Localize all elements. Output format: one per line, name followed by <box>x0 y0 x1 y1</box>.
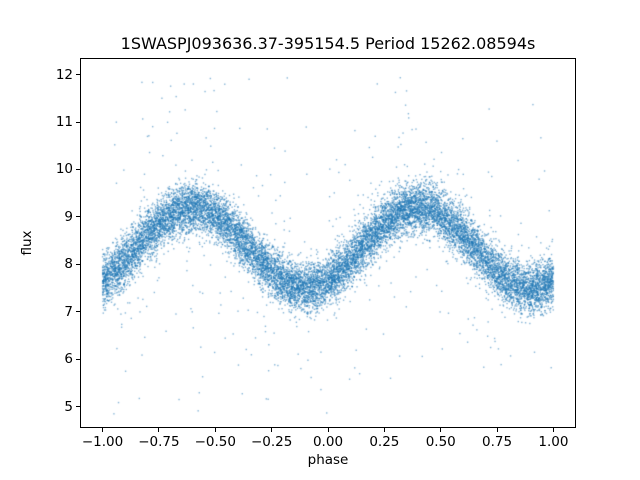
y-tick-label: 6 <box>64 351 73 368</box>
x-tick-label: 0.50 <box>425 434 456 450</box>
y-tick-mark <box>76 263 80 265</box>
x-axis-label: phase <box>307 452 349 468</box>
x-tick-label: 1.00 <box>538 434 569 450</box>
x-tick-mark <box>327 428 329 432</box>
x-tick-mark <box>440 428 442 432</box>
y-tick-label: 12 <box>55 66 73 83</box>
scatter-points-canvas <box>80 58 576 428</box>
y-tick-mark <box>76 74 80 76</box>
x-tick-label: 0.25 <box>369 434 400 450</box>
x-tick-mark <box>496 428 498 432</box>
x-tick-label: 0.75 <box>482 434 513 450</box>
x-tick-label: −1.00 <box>81 434 124 450</box>
y-tick-label: 9 <box>64 208 73 225</box>
y-tick-label: 11 <box>55 114 73 131</box>
x-tick-mark <box>102 428 104 432</box>
y-tick-label: 7 <box>64 303 73 320</box>
y-tick-label: 8 <box>64 256 73 273</box>
y-tick-mark <box>76 121 80 123</box>
y-tick-mark <box>76 216 80 218</box>
y-tick-mark <box>76 168 80 170</box>
y-tick-label: 5 <box>64 398 73 415</box>
x-tick-mark <box>383 428 385 432</box>
x-tick-mark <box>158 428 160 432</box>
x-tick-label: −0.50 <box>194 434 236 450</box>
x-tick-mark <box>552 428 554 432</box>
y-tick-mark <box>76 406 80 408</box>
x-tick-label: −0.25 <box>250 434 293 450</box>
y-tick-mark <box>76 311 80 313</box>
chart-title: 1SWASPJ093636.37-395154.5 Period 15262.0… <box>120 34 536 53</box>
y-axis-label: flux <box>19 230 35 256</box>
x-tick-label: 0.00 <box>312 434 344 450</box>
y-tick-label: 10 <box>55 161 73 178</box>
x-tick-mark <box>271 428 273 432</box>
y-tick-mark <box>76 358 80 360</box>
x-tick-mark <box>214 428 216 432</box>
x-tick-label: −0.75 <box>138 434 180 450</box>
